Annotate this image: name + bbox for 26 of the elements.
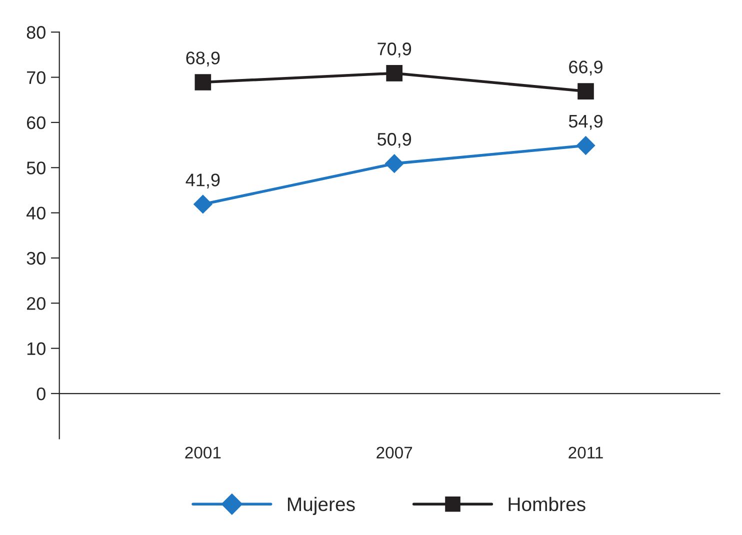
x-tick-label: 2001 <box>185 446 221 459</box>
y-tick-label: 60 <box>27 116 46 130</box>
data-label: 66,9 <box>569 60 602 76</box>
data-label: 70,9 <box>378 42 412 58</box>
x-tick-label: 2011 <box>568 446 603 459</box>
point <box>578 83 594 100</box>
data-label: 68,9 <box>186 52 220 66</box>
data-label: 54,9 <box>568 114 602 130</box>
y-tick-label: 70 <box>27 71 46 84</box>
point <box>386 65 402 82</box>
legend-label: Mujeres <box>288 496 355 515</box>
point <box>384 154 404 173</box>
y-tick-label: 20 <box>26 297 46 310</box>
y-tick-label: 50 <box>26 162 46 174</box>
point <box>194 74 212 90</box>
x-tick-label: 2007 <box>376 446 412 459</box>
y-tick-label: 0 <box>36 387 46 400</box>
y-tick-label: 30 <box>26 252 46 265</box>
legend-label: Hombres <box>508 496 586 512</box>
y-tick-label: 80 <box>26 26 46 39</box>
y-tick-label: 40 <box>26 206 46 220</box>
data-label: 41,9 <box>186 174 220 188</box>
y-tick-label: 10 <box>27 342 46 356</box>
point <box>194 194 212 214</box>
data-label: 50,9 <box>377 132 412 148</box>
point <box>576 136 596 155</box>
